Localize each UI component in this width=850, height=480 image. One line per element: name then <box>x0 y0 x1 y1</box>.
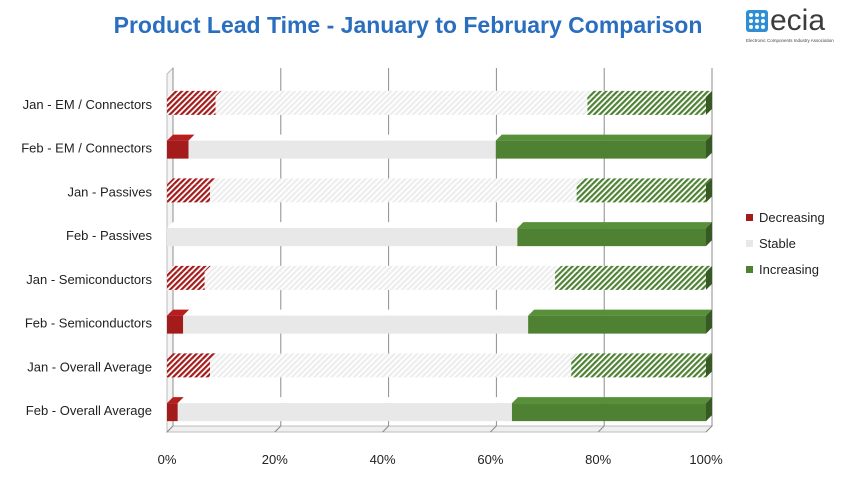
bar-stable <box>210 359 572 378</box>
gridline-floor <box>597 425 605 433</box>
bar-side-increasing <box>706 90 712 115</box>
bar-decreasing <box>167 184 211 203</box>
y-category-label: Jan - Overall Average <box>27 359 152 374</box>
bar-side-increasing <box>706 222 712 247</box>
legend-swatch-increasing <box>746 265 753 273</box>
bar-increasing <box>528 315 706 334</box>
bar-side-increasing <box>706 309 712 334</box>
logo-subtitle: Electronic Components Industry Associati… <box>746 38 834 43</box>
x-tick-label: 40% <box>370 452 396 467</box>
bar-top-decreasing <box>167 309 190 316</box>
bar-increasing <box>555 271 706 290</box>
bar-top-stable <box>210 353 578 360</box>
bar-decreasing <box>167 140 189 159</box>
logo-word: ecia <box>770 4 826 37</box>
bar-top-increasing <box>571 353 712 360</box>
bar-stable <box>204 271 556 290</box>
bar-increasing <box>587 96 706 115</box>
gridline-floor <box>490 425 497 433</box>
bar-side-increasing <box>706 265 712 290</box>
x-tick-label: 100% <box>689 452 723 467</box>
y-category-label: Jan - EM / Connectors <box>23 97 153 112</box>
gridline-floor <box>166 425 174 433</box>
bar-side-increasing <box>706 353 712 378</box>
legend-label-increasing: Increasing <box>759 261 819 277</box>
bar-top-stable <box>210 178 583 185</box>
bar-decreasing <box>167 359 211 378</box>
bar-top-stable <box>183 309 535 316</box>
y-category-label: Jan - Semiconductors <box>26 272 152 287</box>
legend-swatch-decreasing <box>746 213 753 221</box>
bar-top-increasing <box>576 178 712 185</box>
bar-top-increasing <box>587 90 712 97</box>
bar-top-decreasing <box>167 134 195 141</box>
bar-stable <box>183 315 529 334</box>
legend-label-decreasing: Decreasing <box>759 209 825 225</box>
chart-floor <box>165 425 714 433</box>
bar-top-decreasing <box>167 397 184 404</box>
y-category-label: Feb - Semiconductors <box>25 316 153 331</box>
bar-increasing <box>571 359 706 378</box>
bar-increasing <box>517 228 706 247</box>
bar-top-stable <box>204 265 562 272</box>
legend: Decreasing Stable Increasing <box>746 204 825 282</box>
bar-top-decreasing <box>167 178 217 185</box>
bar-decreasing <box>167 403 178 422</box>
bar-stable <box>210 184 577 203</box>
bar-stable <box>188 140 496 159</box>
bar-side-increasing <box>706 178 712 203</box>
bar-increasing <box>576 184 706 203</box>
bar-top-increasing <box>555 265 712 272</box>
bar-top-decreasing <box>167 90 222 97</box>
x-tick-label: 60% <box>477 452 503 467</box>
bar-side-increasing <box>706 134 712 159</box>
ecia-logo: ecia Electronic Components Industry Asso… <box>746 4 842 50</box>
bar-increasing <box>511 403 706 422</box>
gridline-floor <box>274 425 282 433</box>
bar-top-increasing <box>511 397 712 404</box>
y-category-label: Feb - Passives <box>66 228 152 243</box>
bar-top-stable <box>167 222 524 229</box>
bar-top-increasing <box>495 134 712 141</box>
bar-decreasing <box>167 96 216 115</box>
legend-swatch-stable <box>746 239 753 247</box>
bar-stable <box>167 228 518 247</box>
x-tick-label: 20% <box>262 452 288 467</box>
bar-top-increasing <box>517 222 712 229</box>
legend-item-decreasing: Decreasing <box>746 204 825 230</box>
legend-label-stable: Stable <box>759 235 796 251</box>
bar-side-increasing <box>706 397 712 422</box>
chart-title: Product Lead Time - January to February … <box>113 12 703 38</box>
x-tick-label: 0% <box>158 452 177 467</box>
bar-increasing <box>495 140 706 159</box>
y-category-label: Feb - EM / Connectors <box>21 141 152 156</box>
bar-top-decreasing <box>167 265 211 272</box>
x-tick-label: 80% <box>585 452 611 467</box>
bar-stable <box>215 96 588 115</box>
bar-top-increasing <box>528 309 712 316</box>
bar-decreasing <box>167 315 184 334</box>
bar-stable <box>177 403 512 422</box>
legend-item-increasing: Increasing <box>746 256 825 282</box>
bar-top-stable <box>188 134 502 141</box>
axis-side-wall <box>166 66 174 434</box>
y-category-label: Jan - Passives <box>67 184 152 199</box>
bar-top-decreasing <box>167 353 217 360</box>
ecia-logo-icon <box>746 10 768 32</box>
bar-decreasing <box>167 271 205 290</box>
gridline-floor <box>705 425 713 433</box>
y-category-label: Feb - Overall Average <box>26 403 152 418</box>
bar-top-stable <box>177 397 518 404</box>
gridline-floor <box>382 425 389 433</box>
legend-item-stable: Stable <box>746 230 825 256</box>
bar-top-stable <box>215 90 594 97</box>
